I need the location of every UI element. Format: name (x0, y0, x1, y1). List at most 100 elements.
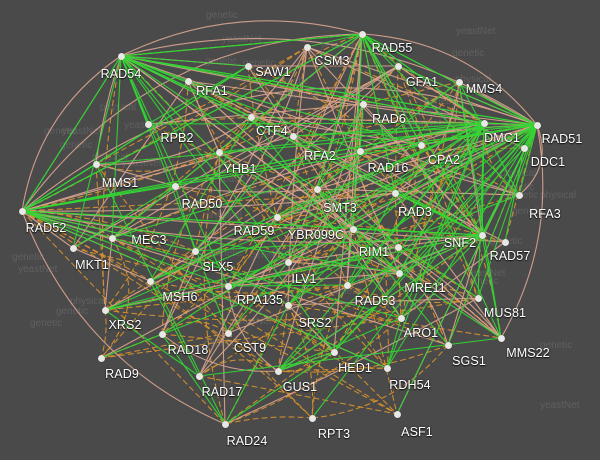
graph-edge-yeastnet (397, 246, 479, 299)
graph-node-sgs1[interactable] (444, 341, 452, 349)
graph-node-mms22[interactable] (497, 334, 505, 342)
graph-edge-coexpression (21, 122, 485, 212)
graph-edge-physical (187, 80, 485, 124)
graph-edge-coexpression (352, 124, 538, 230)
graph-node-gfa1[interactable] (394, 62, 402, 70)
graph-node-rfa2[interactable] (289, 132, 297, 140)
graph-edge-coexpression (21, 210, 400, 274)
graph-node-rad9[interactable] (97, 354, 105, 362)
graph-node-xrs2[interactable] (101, 306, 109, 314)
graph-edge-physical (161, 333, 279, 372)
graph-edge-coexpression (250, 116, 402, 319)
graph-node-rad57[interactable] (501, 238, 509, 246)
graph-node-ilv1[interactable] (284, 258, 292, 266)
graph-node-rad6[interactable] (359, 100, 367, 108)
graph-node-rpt3[interactable] (308, 414, 316, 422)
graph-edge-physical (359, 150, 520, 196)
graph-edge-coexpression (120, 55, 229, 334)
graph-edge-yeastnet (95, 46, 308, 165)
graph-edge-physical (361, 33, 538, 126)
graph-edge-physical (21, 210, 506, 243)
graph-node-mus81[interactable] (474, 294, 482, 302)
graph-edge-yeastnet (227, 332, 313, 419)
graph-edge-coexpression (394, 192, 483, 236)
graph-node-rad16[interactable] (356, 147, 364, 155)
graph-node-srs2[interactable] (284, 301, 292, 309)
graph-node-csm3[interactable] (303, 43, 311, 51)
graph-edge-coexpression (194, 250, 289, 306)
graph-edge-coexpression (287, 122, 485, 263)
graph-node-mre11[interactable] (395, 269, 403, 277)
graph-node-rpa135[interactable] (224, 282, 232, 290)
graph-node-rad52[interactable] (18, 207, 26, 215)
graph-node-cst9[interactable] (224, 329, 232, 337)
graph-edge-coexpression (120, 55, 335, 353)
graph-node-rad18[interactable] (158, 330, 166, 338)
graph-edge-physical (276, 216, 400, 274)
graph-edge-yeastnet (385, 246, 402, 319)
graph-edge-yeastnet (111, 237, 398, 415)
graph-edge-coexpression (72, 185, 176, 249)
graph-edge-physical (149, 150, 361, 282)
graph-edge-physical (104, 237, 113, 311)
graph-edge-coexpression (120, 55, 289, 263)
graph-edge-physical (287, 304, 335, 353)
graph-node-rad17[interactable] (195, 372, 203, 380)
graph-node-gus1[interactable] (274, 367, 282, 375)
graph-node-rad55[interactable] (358, 30, 366, 38)
graph-node-rad51[interactable] (533, 121, 541, 129)
graph-node-rim1[interactable] (394, 243, 402, 251)
graph-edge-coexpression (386, 124, 538, 369)
graph-node-rad24[interactable] (221, 420, 229, 428)
graph-node-smt3[interactable] (313, 185, 321, 193)
graph-edge-coexpression (292, 135, 483, 236)
graph-edge-physical (21, 210, 226, 425)
graph-node-rpb2[interactable] (144, 120, 152, 128)
graph-edge-yeastnet (111, 237, 335, 353)
graph-node-dmc1[interactable] (480, 119, 488, 127)
graph-edge-coexpression (504, 147, 525, 243)
graph-edge-physical (346, 33, 363, 286)
graph-node-cpa2[interactable] (417, 141, 425, 149)
graph-node-rad3[interactable] (391, 189, 399, 197)
graph-node-mms1[interactable] (92, 160, 100, 168)
graph-edge-coexpression (333, 147, 525, 353)
graph-node-rad50[interactable] (171, 182, 179, 190)
graph-node-mkt1[interactable] (69, 244, 77, 252)
graph-node-rfa3[interactable] (515, 191, 523, 199)
graph-node-aro1[interactable] (397, 314, 405, 322)
graph-node-rad53[interactable] (343, 281, 351, 289)
graph-edge-coexpression (149, 122, 485, 282)
graph-node-slx5[interactable] (191, 247, 199, 255)
graph-edge-coexpression (218, 122, 485, 153)
graph-node-mec3[interactable] (108, 234, 116, 242)
graph-edge-physical (21, 55, 122, 212)
graph-node-ctf4[interactable] (247, 113, 255, 121)
graph-edge-yeastnet (276, 188, 318, 218)
graph-node-mms4[interactable] (455, 78, 463, 86)
graph-node-msh6[interactable] (146, 277, 154, 285)
graph-edge-physical (120, 20, 363, 57)
graph-edge-physical (394, 124, 538, 194)
graph-edge-coexpression (397, 65, 538, 126)
graph-node-rad54[interactable] (117, 52, 125, 60)
graph-edge-yeastnet (100, 250, 196, 359)
graph-node-rad59[interactable] (273, 213, 281, 221)
graph-edge-yeastnet (362, 65, 399, 105)
graph-node-asf1[interactable] (393, 410, 401, 418)
graph-node-rfa1[interactable] (184, 77, 192, 85)
graph-edge-coexpression (120, 55, 249, 67)
graph-edge-coexpression (120, 55, 294, 137)
graph-node-ddc1[interactable] (520, 144, 528, 152)
graph-edge-coexpression (120, 55, 485, 124)
graph-node-ybr099c[interactable] (349, 225, 357, 233)
graph-node-yhb1[interactable] (215, 148, 223, 156)
graph-edge-yeastnet (227, 33, 363, 287)
graph-node-snf2[interactable] (478, 231, 486, 239)
graph-node-rdh54[interactable] (383, 364, 391, 372)
graph-node-hed1[interactable] (330, 348, 338, 356)
graph-node-saw1[interactable] (244, 62, 252, 70)
graph-edge-yeastnet (100, 332, 229, 359)
graph-edge-coexpression (227, 284, 348, 287)
